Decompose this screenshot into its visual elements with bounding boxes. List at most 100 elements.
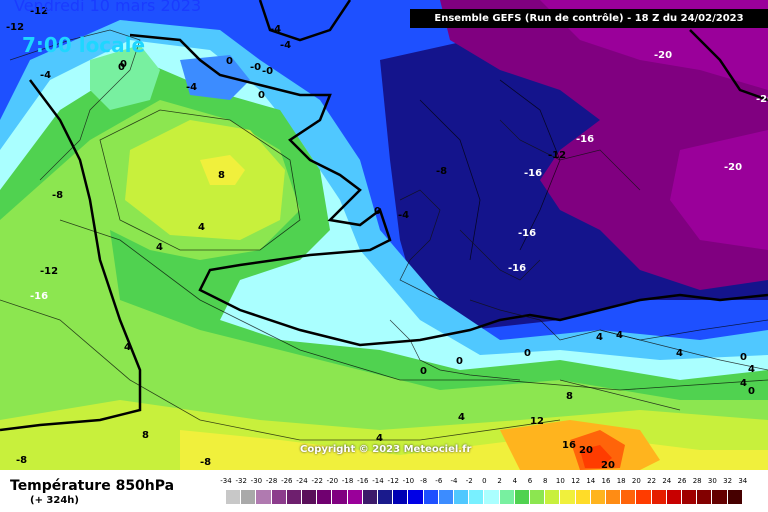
isotherm-label: -16 bbox=[518, 228, 536, 239]
legend-label: 16 bbox=[601, 477, 611, 485]
legend-swatch bbox=[727, 490, 743, 504]
isotherm-label: 4 bbox=[616, 330, 623, 341]
isotherm-label: -8 bbox=[52, 190, 63, 201]
legend-swatch bbox=[575, 490, 591, 504]
isotherm-label: -4 bbox=[186, 82, 197, 93]
legend-label: -22 bbox=[311, 477, 323, 485]
isotherm-label: 0 bbox=[118, 62, 125, 73]
legend-swatch bbox=[514, 490, 530, 504]
legend-swatch bbox=[666, 490, 682, 504]
isotherm-label: 4 bbox=[596, 332, 603, 343]
legend-swatch bbox=[484, 490, 500, 504]
legend-swatch bbox=[302, 490, 318, 504]
lead-time: (+ 324h) bbox=[30, 495, 79, 506]
legend-labels: -34 -32 -30 -28 -26 -24 -22 -20 -18 -16 -14 -12 -10-… bbox=[220, 477, 760, 489]
legend-label: 12 bbox=[571, 477, 581, 485]
isotherm-label: -12 bbox=[40, 266, 58, 277]
isotherm-east bbox=[689, 29, 768, 102]
isotherm-label: 20 bbox=[579, 445, 593, 456]
isotherm-label: 4 bbox=[156, 242, 163, 253]
legend-swatch bbox=[454, 490, 470, 504]
isotherm-label: 0 bbox=[524, 348, 531, 359]
legend-label: -30 bbox=[250, 477, 263, 485]
legend-label: 26 bbox=[677, 477, 687, 485]
copyright-notice: Copyright © 2023 Meteociel.fr bbox=[300, 444, 472, 455]
isotherm-label: 4 bbox=[124, 342, 131, 353]
hot-spot-africa-core bbox=[580, 445, 612, 468]
warm-core-atlantic bbox=[125, 120, 285, 240]
legend-label: -4 bbox=[450, 477, 458, 485]
legend-swatch bbox=[636, 490, 652, 504]
legend-label: -20 bbox=[326, 477, 339, 485]
isotherm-label: -16 bbox=[576, 134, 594, 145]
isotherm-label: 8 bbox=[142, 430, 149, 441]
isotherm-label: -20 bbox=[654, 50, 672, 61]
legend-swatch bbox=[545, 490, 561, 504]
legend-label: -2 bbox=[465, 477, 473, 485]
isotherm-label: -16 bbox=[524, 168, 542, 179]
isotherm-label: 16 bbox=[562, 440, 576, 451]
legend-swatch bbox=[499, 490, 515, 504]
legend-label: 24 bbox=[662, 477, 672, 485]
forecast-local-time: 7:00 locale bbox=[22, 33, 146, 57]
isotherm-label: -0 bbox=[250, 62, 261, 73]
legend-swatch bbox=[469, 490, 485, 504]
legend-swatch bbox=[423, 490, 439, 504]
parameter-title: Température 850hPa bbox=[10, 478, 175, 494]
legend-swatch bbox=[317, 490, 333, 504]
legend-swatch bbox=[256, 490, 272, 504]
isotherm-label: -4 bbox=[40, 70, 51, 81]
legend-label: -34 bbox=[220, 477, 232, 485]
isotherm-label: -8 bbox=[436, 166, 447, 177]
legend-label: 0 bbox=[482, 477, 487, 485]
isotherm-label: 4 bbox=[748, 364, 755, 375]
isotherm-label: -4 bbox=[280, 40, 291, 51]
isotherm-label: 0 bbox=[456, 356, 463, 367]
legend-swatch bbox=[332, 490, 348, 504]
isotherm-label: -20 bbox=[756, 94, 768, 105]
run-info-banner: Ensemble GEFS (Run de contrôle) - 18 Z d… bbox=[410, 9, 768, 28]
legend-swatch bbox=[682, 490, 698, 504]
isotherm-label: 0 bbox=[740, 352, 747, 363]
legend-label: 34 bbox=[738, 477, 748, 485]
legend-label: 4 bbox=[512, 477, 518, 485]
isotherm-labels: -12-12-4-400-0 -00-4-40-88440-4-8-12-16-1… bbox=[6, 6, 768, 470]
legend-label: 20 bbox=[631, 477, 641, 485]
legend-label: -24 bbox=[296, 477, 308, 485]
isotherm-label: 0 bbox=[748, 386, 755, 397]
isotherm-label: 0 bbox=[420, 366, 427, 377]
iceland-patch bbox=[180, 55, 250, 100]
legend-label: -28 bbox=[265, 477, 278, 485]
legend-label: 8 bbox=[542, 477, 548, 485]
isotherm-label: 0 bbox=[226, 56, 233, 67]
isotherm-label: -8 bbox=[200, 457, 211, 468]
legend-swatch bbox=[438, 490, 454, 504]
isotherm-label: 0 bbox=[120, 59, 127, 70]
legend-swatch bbox=[560, 490, 576, 504]
legend-label: 32 bbox=[723, 477, 733, 485]
isotherm-label: 4 bbox=[458, 412, 465, 423]
legend-label: -32 bbox=[235, 477, 247, 485]
isotherm-label: 12 bbox=[530, 416, 544, 427]
legend-label: -6 bbox=[435, 477, 443, 485]
legend-label: -8 bbox=[420, 477, 428, 485]
zero-isotherm bbox=[129, 33, 768, 347]
isotherm-label: 4 bbox=[676, 348, 683, 359]
warm-core-atlantic-center bbox=[200, 155, 245, 185]
legend-swatch bbox=[286, 490, 302, 504]
legend-swatch bbox=[697, 490, 713, 504]
isotherm-label: -0 bbox=[262, 66, 273, 77]
legend-label: -26 bbox=[281, 477, 293, 485]
legend-label: 28 bbox=[692, 477, 702, 485]
isotherm-label: 0 bbox=[374, 206, 381, 217]
isotherm-label: -12 bbox=[30, 6, 48, 17]
legend-label: -16 bbox=[357, 477, 369, 485]
legend-swatch bbox=[362, 490, 378, 504]
legend-label: -18 bbox=[341, 477, 354, 485]
coastlines bbox=[9, 29, 768, 411]
isotherm-label: -16 bbox=[508, 263, 526, 274]
legend-swatch bbox=[378, 490, 394, 504]
legend-swatch bbox=[530, 490, 546, 504]
isotherm-label: -8 bbox=[16, 455, 27, 466]
